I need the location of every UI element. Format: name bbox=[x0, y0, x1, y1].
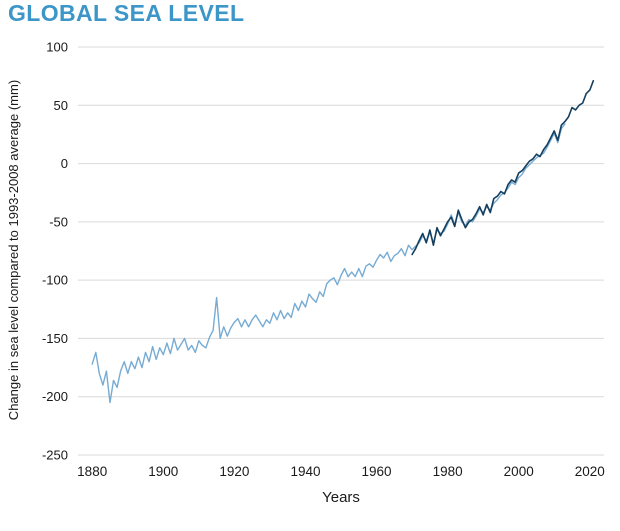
y-tick-label: -250 bbox=[42, 448, 68, 463]
x-tick-label: 2000 bbox=[504, 464, 534, 479]
x-tick-label: 1920 bbox=[219, 464, 249, 479]
y-tick-label: -50 bbox=[49, 214, 68, 229]
y-tick-label: 100 bbox=[46, 40, 68, 55]
x-tick-label: 1940 bbox=[290, 464, 320, 479]
series-light_blue-line bbox=[91, 123, 566, 404]
y-tick-label: 50 bbox=[54, 98, 68, 113]
x-tick-label: 1900 bbox=[148, 464, 178, 479]
chart-title: GLOBAL SEA LEVEL bbox=[8, 0, 245, 26]
series-dark_blue-line bbox=[411, 80, 595, 256]
x-axis-label: Years bbox=[322, 489, 360, 506]
x-tick-label: 2020 bbox=[575, 464, 605, 479]
y-tick-label: 0 bbox=[61, 156, 68, 171]
y-tick-label: -200 bbox=[42, 389, 68, 404]
x-tick-label: 1980 bbox=[433, 464, 463, 479]
x-tick-label: 1880 bbox=[77, 464, 107, 479]
y-tick-label: -150 bbox=[42, 331, 68, 346]
y-tick-label: -100 bbox=[42, 273, 68, 288]
x-tick-label: 1960 bbox=[361, 464, 391, 479]
